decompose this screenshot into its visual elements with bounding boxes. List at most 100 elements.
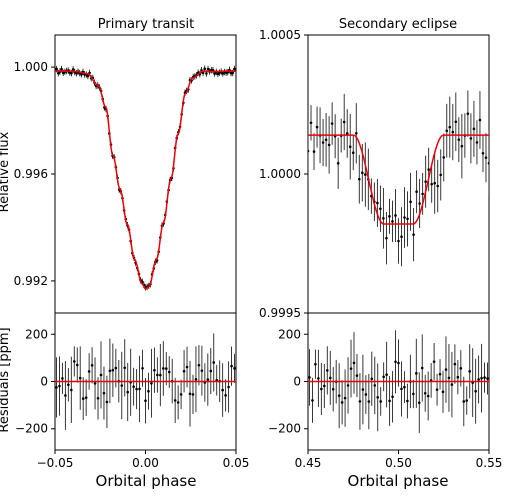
transit-data <box>55 65 236 291</box>
residual-point <box>197 363 201 367</box>
residual-point <box>188 392 192 396</box>
residual-point <box>328 376 332 380</box>
eclipse-point <box>439 173 443 177</box>
residual-point <box>93 382 97 385</box>
eclipse-point <box>415 190 418 194</box>
residual-point <box>159 373 162 377</box>
residual-point <box>162 367 165 370</box>
residual-point <box>444 368 448 371</box>
flux-point <box>205 72 208 75</box>
residual-point <box>87 370 91 373</box>
eclipse-point <box>445 129 449 133</box>
eclipse-residuals-ytick-label: 200 <box>278 327 301 341</box>
eclipse-point <box>451 130 455 134</box>
flux-point <box>231 71 235 75</box>
residual-point <box>176 401 180 404</box>
eclipse-point <box>345 132 349 135</box>
residual-point <box>132 385 135 389</box>
eclipse-point <box>379 207 382 211</box>
residual-point <box>364 393 368 396</box>
transit-residuals-panel: −200 0 200 −0.05 0.00 0.05 <box>15 312 249 470</box>
residual-point <box>394 360 397 364</box>
residual-point <box>465 399 469 402</box>
residual-point <box>337 394 341 397</box>
eclipse-point <box>315 125 319 129</box>
residual-point <box>397 361 400 365</box>
residual-point <box>358 400 362 403</box>
residual-point <box>230 364 233 368</box>
eclipse-point <box>436 184 440 188</box>
eclipse-point <box>342 120 346 124</box>
eclipse-ytick-label: 0.9995 <box>259 306 301 320</box>
eclipse-point <box>308 149 310 153</box>
eclipse-data <box>308 90 489 267</box>
residual-point <box>75 363 79 367</box>
flux-point <box>60 67 63 71</box>
residual-point <box>221 388 224 392</box>
flux-point <box>55 67 58 71</box>
eclipse-point <box>481 151 485 155</box>
residual-point <box>227 385 230 389</box>
residual-point <box>173 399 177 402</box>
residual-point <box>72 360 76 363</box>
eclipse-point <box>391 220 394 223</box>
eclipse-point <box>394 214 397 217</box>
residual-point <box>105 400 109 404</box>
residual-point <box>340 401 344 404</box>
eclipse-point <box>327 143 331 147</box>
residual-point <box>415 372 418 375</box>
eclipse-point <box>466 112 470 115</box>
residual-point <box>450 383 454 386</box>
residual-point <box>373 384 377 387</box>
residual-point <box>114 366 118 370</box>
residual-point <box>435 388 439 391</box>
residual-point <box>182 369 186 373</box>
residual-point <box>70 388 73 392</box>
residual-point <box>320 387 323 391</box>
eclipse-point <box>354 132 358 135</box>
eclipse-point <box>469 137 473 140</box>
residual-point <box>200 369 204 372</box>
flux-point <box>203 67 207 71</box>
residual-point <box>84 396 88 399</box>
residual-point <box>343 396 347 400</box>
eclipse-residuals-xtick-label: 0.50 <box>385 456 412 470</box>
eclipse-ytick-label: 1.0005 <box>259 28 301 42</box>
residual-point <box>480 376 483 380</box>
residual-point <box>382 375 385 379</box>
flux-point <box>56 71 60 75</box>
eclipse-point <box>457 138 461 141</box>
residual-point <box>417 401 421 404</box>
residual-point <box>111 368 115 372</box>
flux-point <box>213 72 216 75</box>
eclipse-point <box>424 180 427 183</box>
residual-point <box>206 378 210 381</box>
residual-point <box>370 377 374 381</box>
residual-point <box>388 399 391 403</box>
residual-point <box>432 360 436 363</box>
flux-point <box>71 68 75 71</box>
residual-point <box>426 394 430 398</box>
transit-model-line <box>55 70 236 290</box>
residual-point <box>355 374 359 377</box>
transit-residuals-ytick-label: 0 <box>40 375 48 389</box>
residual-point <box>379 400 382 403</box>
residual-point <box>164 367 168 370</box>
residual-point <box>367 400 371 403</box>
residual-point <box>144 399 147 403</box>
residual-point <box>156 373 159 377</box>
eclipse-point <box>312 150 316 153</box>
residuals-axis-label: Residuals [ppm] <box>0 327 12 432</box>
residual-point <box>456 375 460 379</box>
residual-point <box>400 387 403 391</box>
transit-residuals-ytick-label: −200 <box>15 422 48 436</box>
residual-point <box>141 366 144 370</box>
eclipse-point <box>309 121 313 125</box>
transit-ytick-label: 1.000 <box>14 60 48 74</box>
eclipse-point <box>418 202 421 205</box>
eclipse-residuals-ytick-label: 0 <box>293 375 301 389</box>
residual-point <box>194 377 198 381</box>
eclipse-point <box>430 182 433 186</box>
residual-point <box>120 384 124 387</box>
